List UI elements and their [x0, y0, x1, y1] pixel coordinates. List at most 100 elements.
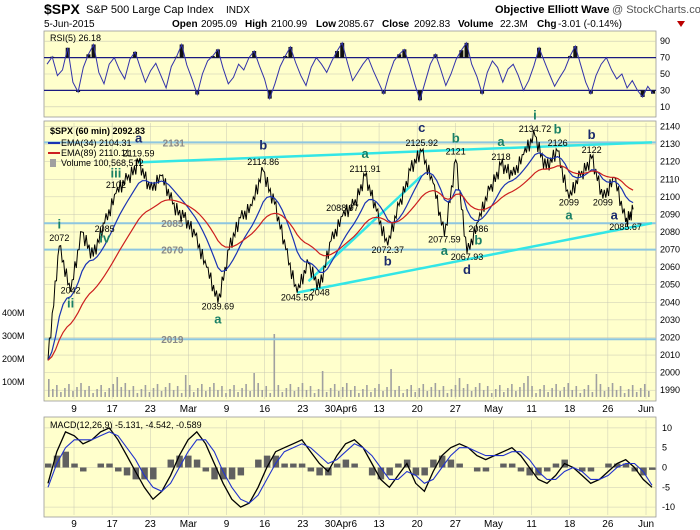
- price-annotation: 2067.93: [451, 252, 484, 262]
- price-annotation: 2114.86: [247, 157, 279, 167]
- volume-bar: [587, 385, 590, 397]
- chart-brand: Objective Elliott Wave: [495, 4, 610, 16]
- price-annotation: 2048: [310, 287, 330, 297]
- macd-histogram-bar: [386, 467, 393, 476]
- down-arrow-icon: [677, 21, 685, 27]
- macd-tick-label: -10: [662, 502, 675, 512]
- volume-bar: [354, 386, 356, 397]
- macd-histogram-bar: [500, 463, 507, 468]
- rsi-overbought-fill: [86, 54, 91, 58]
- volume-bar: [519, 387, 521, 397]
- x-tick-label: 18: [564, 404, 576, 415]
- volume-bar: [579, 393, 582, 397]
- volume-bar: [237, 392, 239, 397]
- chg-value: -3.01 (-0.14%): [558, 19, 622, 30]
- rsi-overbought-fill: [252, 51, 257, 58]
- volume-bar: [466, 384, 469, 397]
- x-tick-label: 9: [71, 404, 77, 415]
- price-tick-label: 2020: [660, 332, 680, 342]
- chart-symbol: $SPX: [44, 1, 80, 17]
- macd-histogram-bar: [395, 463, 402, 468]
- volume-bar: [297, 387, 300, 397]
- volume-bar: [507, 388, 509, 397]
- ema34-legend: EMA(34) 2104.31: [61, 138, 132, 148]
- volume-bar: [470, 391, 473, 397]
- price-tick-label: 2060: [660, 262, 680, 272]
- x-tick-label: Mar: [180, 404, 198, 415]
- volume-bar: [478, 383, 481, 397]
- price-annotation: 2086: [468, 224, 488, 234]
- volume-bar: [269, 393, 272, 397]
- x-tick-label: May: [484, 404, 503, 415]
- rsi-overbought-fill: [288, 46, 293, 58]
- rsi-tick-label: 50: [660, 69, 670, 79]
- volume-bar: [426, 391, 429, 397]
- rsi-overbought-fill: [179, 44, 184, 58]
- volume-bar: [217, 390, 219, 397]
- macd-histogram-bar: [552, 463, 560, 468]
- volume-bar: [196, 388, 199, 397]
- volume-bar: [221, 386, 223, 397]
- macd-histogram-bar: [176, 455, 183, 468]
- volume-bar: [120, 387, 123, 397]
- x-tick-label: 13: [374, 519, 386, 530]
- macd-histogram-bar: [185, 455, 192, 468]
- x-tick-label: 9: [71, 519, 77, 530]
- volume-bar: [583, 389, 586, 397]
- wave-label: a: [497, 134, 505, 149]
- chart-date: 5-Jun-2015: [44, 19, 95, 30]
- volume-label: Volume: [458, 19, 494, 30]
- rsi-line: [46, 41, 654, 102]
- wave-label: b: [384, 253, 392, 268]
- volume-bar: [60, 392, 62, 397]
- x-tick-label: 16: [259, 519, 271, 530]
- wave-label: ii: [67, 296, 74, 311]
- volume-bar: [148, 392, 151, 397]
- volume-value: 22.3M: [500, 19, 528, 30]
- x-tick-label: 30Apr6: [325, 404, 358, 415]
- level-label: 2019: [161, 335, 184, 346]
- macd-tick-label: 5: [662, 443, 667, 453]
- level-label: 2131: [163, 138, 186, 149]
- price-annotation: 2077.59: [428, 235, 461, 245]
- volume-tick-label: 300M: [2, 331, 25, 341]
- volume-bar: [132, 386, 135, 397]
- macd-histogram-bar: [272, 455, 280, 468]
- volume-bar: [494, 389, 497, 397]
- macd-histogram-bar: [613, 463, 621, 468]
- macd-histogram-bar: [281, 463, 288, 468]
- macd-histogram-bar: [430, 459, 437, 468]
- volume-bar: [321, 371, 324, 397]
- volume-bar: [482, 390, 485, 397]
- volume-bar: [358, 393, 360, 397]
- rsi-overbought-fill: [464, 42, 469, 58]
- ema89-legend: EMA(89) 2110.11: [61, 148, 130, 158]
- macd-histogram-bar: [290, 463, 297, 468]
- wave-label: i: [533, 107, 537, 122]
- rsi-tick-label: 10: [660, 102, 670, 112]
- price-annotation: 2118: [491, 152, 510, 162]
- x-tick-label: 23: [297, 404, 309, 415]
- rsi-oversold-fill: [651, 90, 655, 94]
- price-annotation: 2085.67: [609, 222, 642, 232]
- macd-layer: -10 -5 0 5 10 9 17 23 Mar 9 16 23 30Apr6 13 20 27 May 11 1…: [44, 420, 675, 530]
- volume-bar: [511, 384, 513, 397]
- macd-histogram-bar: [412, 467, 420, 476]
- price-annotation: 2122: [582, 145, 602, 155]
- wave-label: c: [418, 120, 425, 135]
- volume-bar: [245, 384, 247, 397]
- price-tick-label: 2120: [660, 157, 680, 167]
- macd-histogram-bar: [456, 463, 463, 468]
- volume-bar: [188, 385, 191, 397]
- macd-histogram-bar: [132, 467, 140, 480]
- volume-bar: [503, 392, 505, 397]
- volume-bar: [317, 389, 320, 397]
- close-value: 2092.83: [414, 19, 451, 30]
- volume-bar: [76, 387, 78, 397]
- volume-bar: [112, 384, 115, 397]
- volume-bar: [531, 386, 533, 397]
- wave-label: a: [565, 208, 573, 223]
- price-annotation: 2121: [446, 147, 466, 157]
- macd-histogram-bar: [237, 467, 245, 476]
- macd-histogram-bar: [71, 463, 78, 468]
